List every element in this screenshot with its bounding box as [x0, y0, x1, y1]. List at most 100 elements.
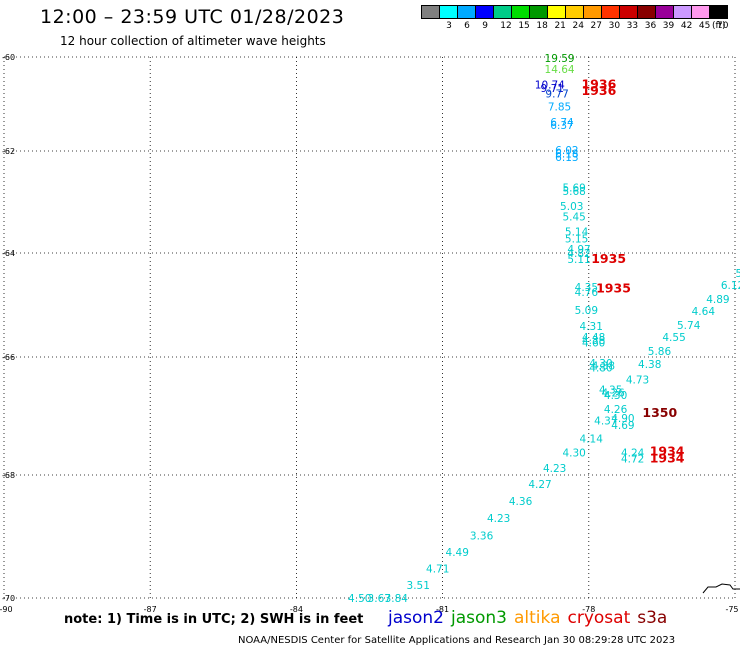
latitude-label: -62: [2, 147, 15, 156]
color-scale-label: 15: [518, 21, 530, 31]
map-title: 12:00 – 23:59 UTC 01/28/2023: [40, 6, 345, 28]
color-scale-labels: 3 6 9 12 15 18 21 24 27 30 33 36 39 42 45 70 (ft): [421, 21, 731, 33]
longitude-label: -75: [725, 605, 738, 614]
wave-height-labels: 19.5914.6410.749.719.777.856.746.376.026…: [348, 53, 740, 605]
wave-height-value: 3.67: [368, 593, 391, 605]
color-scale-unit: (ft): [712, 21, 726, 31]
wave-height-value: 4.38: [582, 335, 605, 347]
satellite-legend-jason3: jason3: [451, 608, 507, 628]
wave-height-value: 9.77: [545, 89, 568, 101]
wave-height-value: 4.60: [582, 337, 605, 349]
color-scale-swatch: [458, 6, 476, 18]
wave-height-value: 5.69: [562, 183, 585, 195]
wave-height-value: 6.37: [550, 120, 573, 132]
wave-height-value: 6.18: [555, 149, 578, 161]
wave-height-value: 4.26: [604, 404, 628, 416]
satellite-legend-altika: altika: [514, 608, 561, 628]
color-scale-label: 9: [482, 21, 488, 31]
wave-height-value: 5.11: [567, 254, 590, 266]
color-scale-swatch: [584, 6, 602, 18]
color-scale-swatch: [566, 6, 584, 18]
color-scale-label: 70: [716, 21, 729, 31]
wave-height-value: 4.89: [706, 294, 729, 306]
latitude-label: -68: [2, 471, 15, 480]
wave-height-value: 4.64: [692, 306, 716, 318]
wave-height-value: 6.74: [550, 117, 574, 129]
wave-height-value: 5.15: [565, 234, 588, 246]
wave-height-value: 4.27: [528, 479, 551, 491]
wave-height-value: 4.30: [589, 358, 612, 370]
color-scale-label: 36: [644, 21, 657, 31]
color-scale-swatch: [476, 6, 494, 18]
longitude-label: -81: [436, 605, 449, 614]
wave-height-value: 10.74: [535, 79, 565, 91]
wave-height-value: 4.30: [562, 448, 585, 460]
wave-height-value: 6.12: [721, 280, 740, 292]
wave-height-value: 5.74: [677, 320, 701, 332]
wave-height-value: 4.48: [582, 332, 605, 344]
pass-time-label: 1934: [650, 443, 685, 458]
wave-height-value: 4.23: [543, 463, 566, 475]
color-scale-label: 42: [680, 21, 693, 31]
wave-height-value: 3.36: [470, 530, 494, 542]
color-scale-swatch: [692, 6, 710, 18]
color-scale-swatch: [674, 6, 692, 18]
wave-height-value: 4.37: [594, 416, 617, 428]
wave-height-value: 6.13: [555, 152, 578, 164]
longitude-label: -90: [0, 605, 13, 614]
wave-height-value: 4.24: [621, 448, 645, 460]
wave-height-value: 5.68: [562, 186, 585, 198]
wave-height-value: 4.69: [611, 420, 634, 432]
color-scale-label: 30: [608, 21, 621, 31]
wave-height-value: 4.30: [604, 390, 627, 402]
pass-time-label: 1934: [650, 450, 685, 465]
latitude-labels: -60 -62 -64 -66 -68 -70: [2, 53, 15, 603]
wave-height-value: 4.49: [446, 547, 469, 559]
color-scale-swatch: [530, 6, 548, 18]
coastline: [702, 583, 740, 594]
pass-time-label: 1935: [596, 280, 631, 295]
wave-height-value: 4.76: [575, 287, 599, 299]
latitude-label: -66: [2, 353, 15, 362]
footer-credit: NOAA/NESDIS Center for Satellite Applica…: [238, 635, 676, 646]
wave-height-value: 4.23: [487, 513, 510, 525]
color-scale-bar: [421, 5, 728, 19]
color-scale-swatch: [494, 6, 512, 18]
wave-height-value: 5.09: [575, 305, 598, 317]
wave-height-value: 4.50: [348, 593, 371, 605]
satellite-legend-cryosat: cryosat: [567, 608, 631, 628]
wave-height-value: 4.14: [580, 433, 604, 445]
longitude-label: -84: [290, 605, 303, 614]
map-grid: [3, 56, 736, 599]
wave-height-value: 5.50: [735, 268, 740, 280]
color-scale-swatch: [512, 6, 530, 18]
latitude-label: -64: [2, 249, 15, 258]
latitude-label: -70: [2, 594, 15, 603]
color-scale-label: 3: [446, 21, 452, 31]
pass-time-label: 1350: [642, 405, 677, 420]
satellite-legend-jason2: jason2: [388, 608, 444, 628]
satellite-legend: jason2 jason3 altika cryosat s3a: [388, 608, 674, 628]
wave-height-value: 4.36: [509, 496, 533, 508]
color-scale-label: 12: [500, 21, 512, 31]
wave-height-value: 4.35: [575, 282, 598, 294]
color-scale-label: 18: [536, 21, 548, 31]
longitude-label: -87: [144, 605, 157, 614]
wave-height-value: 4.71: [426, 563, 449, 575]
wave-height-value: 4.90: [611, 413, 634, 425]
wave-height-value: 7.85: [548, 101, 571, 113]
wave-height-value: 4.35: [599, 384, 622, 396]
wave-height-value: 4.38: [638, 359, 661, 371]
pass-time-label: 1935: [591, 251, 626, 266]
color-scale-label: 33: [626, 21, 639, 31]
pass-time-label: 1936: [581, 76, 616, 91]
color-scale-swatch: [638, 6, 656, 18]
color-scale-label: 6: [464, 21, 470, 31]
color-scale-label: 27: [590, 21, 602, 31]
map-subtitle: 12 hour collection of altimeter wave hei…: [60, 34, 326, 48]
wave-height-value: 4.72: [621, 453, 644, 465]
wave-height-value: 5.45: [562, 211, 585, 223]
color-scale-label: 21: [554, 21, 566, 31]
longitude-label: -78: [582, 605, 595, 614]
